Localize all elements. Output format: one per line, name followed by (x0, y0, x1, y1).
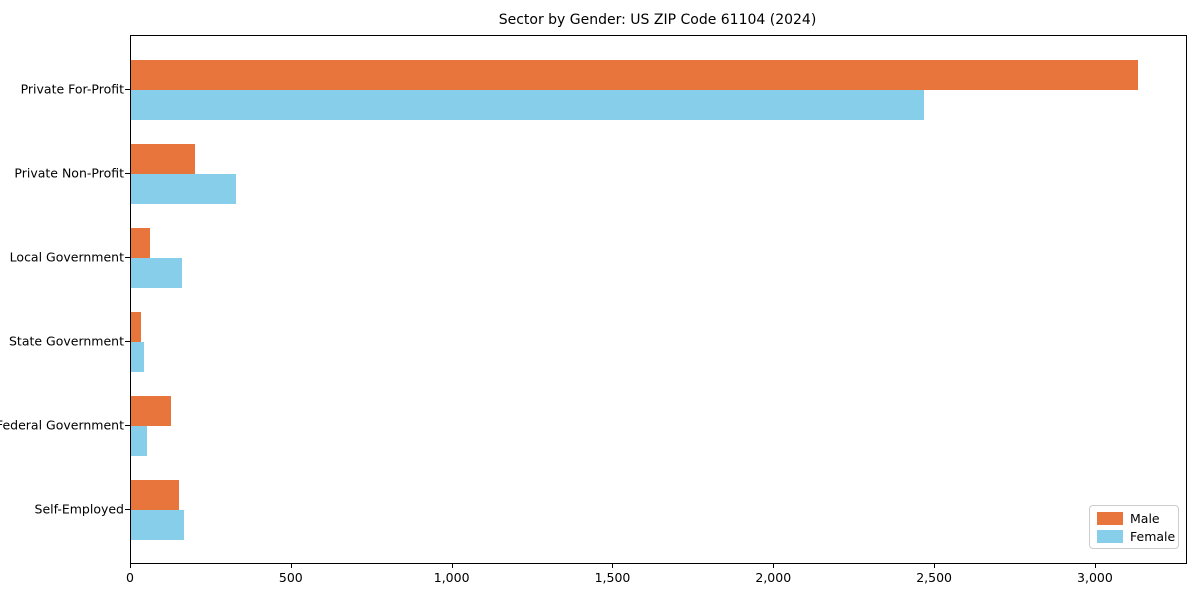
y-tick-mark (125, 508, 130, 510)
x-tick-mark (130, 563, 131, 568)
bar-male-2 (131, 227, 151, 258)
y-tick-mark (125, 88, 130, 90)
x-tick-label-1500: 1,500 (594, 570, 631, 585)
y-axis-label-3: State Government (8, 333, 124, 348)
x-tick-mark (451, 563, 453, 568)
bar-female-4 (131, 425, 148, 456)
x-tick-mark (290, 563, 292, 568)
y-axis-label-5: Self-Employed (34, 501, 124, 516)
x-tick-mark (1094, 563, 1096, 568)
x-tick-label-500: 500 (278, 570, 303, 585)
y-axis-label-0: Private For-Profit (20, 81, 124, 96)
chart-title: Sector by Gender: US ZIP Code 61104 (202… (498, 12, 817, 28)
male-swatch-icon (1097, 512, 1123, 525)
y-tick-mark (125, 256, 130, 258)
x-tick-label-1000: 1,000 (433, 570, 470, 585)
x-tick-label-2500: 2,500 (916, 570, 953, 585)
y-tick-mark (125, 172, 130, 174)
x-tick-label-3000: 3,000 (1077, 570, 1113, 585)
y-axis-label-2: Local Government (9, 249, 124, 264)
x-tick-label-0: 0 (126, 570, 134, 585)
legend-item-male: Male (1097, 511, 1171, 526)
x-tick-mark (612, 563, 614, 568)
x-tick-mark (773, 563, 775, 568)
bar-male-1 (131, 143, 196, 174)
female-swatch-icon (1097, 530, 1123, 543)
bar-male-3 (131, 311, 141, 342)
bar-female-0 (131, 89, 924, 120)
y-tick-mark (125, 424, 130, 426)
bar-male-4 (131, 395, 172, 426)
bar-female-5 (131, 509, 185, 540)
bar-female-3 (131, 341, 144, 372)
y-axis-label-1: Private Non-Profit (14, 165, 124, 180)
y-tick-mark (125, 340, 130, 342)
bar-female-2 (131, 257, 183, 288)
legend-item-female: Female (1097, 529, 1175, 544)
x-tick-mark (934, 563, 936, 568)
bar-male-0 (131, 59, 1138, 90)
x-tick-label-2000: 2,000 (755, 570, 792, 585)
bar-male-5 (131, 479, 180, 510)
plot-area (130, 35, 1187, 564)
bar-female-1 (131, 173, 236, 204)
legend: Male Female (1089, 505, 1179, 549)
legend-label-male: Male (1130, 511, 1160, 526)
legend-label-female: Female (1130, 529, 1176, 544)
y-axis-label-4: Federal Government (0, 417, 124, 432)
